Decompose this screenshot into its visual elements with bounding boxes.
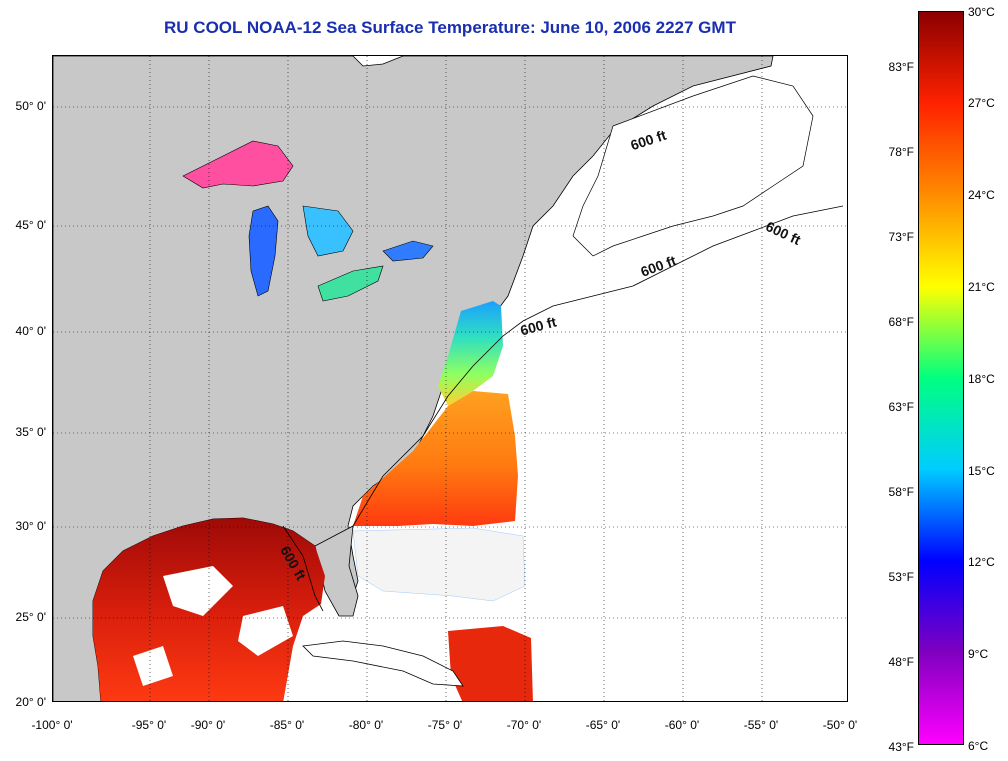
colorbar-f-label: 68°F — [888, 315, 914, 329]
lon-tick-label: -75° 0' — [427, 718, 463, 732]
colorbar-c-label: 6°C — [968, 739, 989, 753]
cuba-land — [302, 640, 464, 687]
atlantic-sst — [353, 391, 518, 526]
caribbean-sst — [448, 626, 533, 701]
colorbar-f-label: 73°F — [888, 230, 914, 244]
lat-tick-label: 25° 0' — [15, 610, 46, 624]
colorbar-f-label: 83°F — [888, 60, 914, 74]
colorbar-f-label: 43°F — [888, 740, 914, 754]
colorbar-c-label: 15°C — [968, 464, 995, 478]
temperature-colorbar — [918, 11, 964, 745]
colorbar-c-label: 24°C — [968, 188, 995, 202]
lon-tick-label: -50° 0' — [822, 718, 858, 732]
lon-tick-label: -70° 0' — [506, 718, 542, 732]
lake-ontario — [382, 240, 434, 262]
map-title: RU COOL NOAA-12 Sea Surface Temperature:… — [164, 18, 736, 37]
colorbar-f-label: 53°F — [888, 570, 914, 584]
lon-tick-label: -65° 0' — [585, 718, 621, 732]
lon-tick-label: -100° 0' — [31, 718, 73, 732]
lake-michigan — [248, 205, 279, 297]
lake-superior — [182, 140, 294, 189]
colorbar-f-label: 78°F — [888, 145, 914, 159]
sst-map — [52, 55, 848, 702]
lat-tick-label: 50° 0' — [15, 99, 46, 113]
colorbar-f-label: 58°F — [888, 485, 914, 499]
lake-erie — [317, 265, 384, 302]
lon-tick-label: -90° 0' — [190, 718, 226, 732]
isobath-line — [282, 205, 844, 612]
lon-tick-label: -85° 0' — [269, 718, 305, 732]
lon-tick-label: -55° 0' — [743, 718, 779, 732]
gulf-cloud-gap — [238, 606, 293, 656]
cloud-patch — [352, 527, 526, 602]
gulf-cloud-gap — [163, 566, 233, 616]
colorbar-f-label: 63°F — [888, 400, 914, 414]
lat-tick-label: 20° 0' — [15, 695, 46, 709]
lat-tick-label: 45° 0' — [15, 218, 46, 232]
maritimes-coast — [572, 75, 814, 257]
gridlines — [53, 56, 847, 701]
map-canvas — [53, 56, 847, 701]
lon-tick-label: -80° 0' — [348, 718, 384, 732]
colorbar-c-label: 12°C — [968, 555, 995, 569]
colorbar-f-label: 48°F — [888, 655, 914, 669]
colorbar-c-label: 18°C — [968, 372, 995, 386]
colorbar-c-label: 9°C — [968, 647, 989, 661]
lake-huron — [302, 205, 354, 257]
lon-tick-label: -95° 0' — [131, 718, 167, 732]
florida-land — [314, 525, 359, 617]
lat-tick-label: 40° 0' — [15, 324, 46, 338]
lat-tick-label: 30° 0' — [15, 519, 46, 533]
colorbar-c-label: 21°C — [968, 280, 995, 294]
gulf-cloud-gap — [133, 646, 173, 686]
shelf-sst — [438, 301, 503, 406]
colorbar-c-label: 30°C — [968, 5, 995, 19]
colorbar-c-label: 27°C — [968, 96, 995, 110]
lon-tick-label: -60° 0' — [664, 718, 700, 732]
lat-tick-label: 35° 0' — [15, 425, 46, 439]
